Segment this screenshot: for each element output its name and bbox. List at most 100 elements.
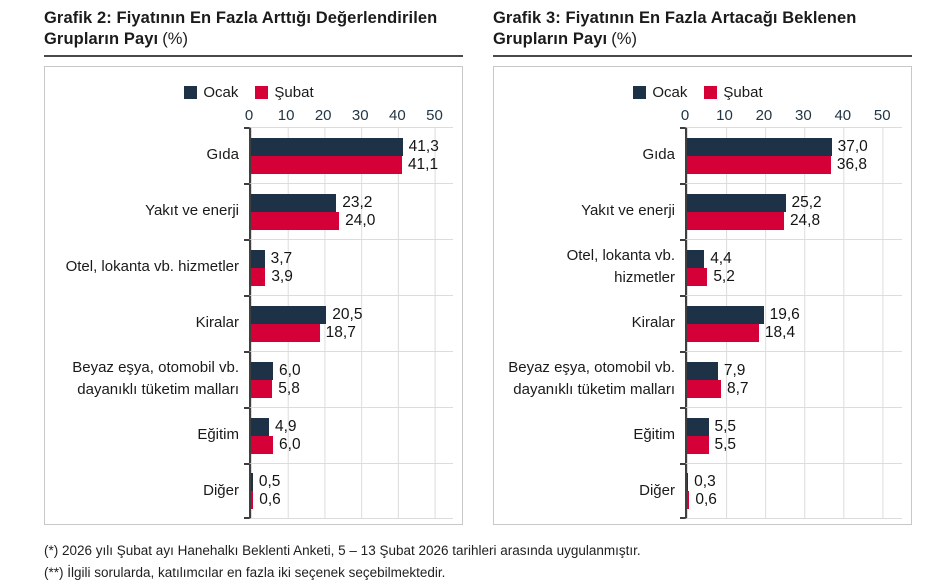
footnotes: (*) 2026 yılı Şubat ayı Hanehalkı Beklen… [44, 540, 914, 583]
bar-pair: 5,5 5,5 [687, 417, 902, 454]
category-label-egitim: Eğitim [494, 407, 685, 463]
bar-line-ocak: 4,4 [687, 249, 902, 268]
bar-pair: 20,5 18,7 [251, 305, 453, 342]
bar-line-subat: 24,0 [251, 211, 453, 230]
bar-line-subat: 5,5 [687, 435, 902, 454]
bar-line-subat: 24,8 [687, 211, 902, 230]
bar-line-subat: 41,1 [251, 155, 453, 174]
bar-subat [251, 211, 340, 230]
category-label-line: Kiralar [631, 313, 675, 331]
category-label-kiralar: Kiralar [45, 295, 249, 351]
category-label-line: Otel, lokanta vb. [566, 246, 675, 264]
category-label-line: Gıda [206, 145, 239, 163]
bar-line-ocak: 7,9 [687, 361, 902, 380]
grafik2-chart: Ocak Şubat 0 10 20 30 40 50 Gıda 41,3 41,1 Yakıt … [44, 66, 463, 526]
bar-subat [687, 379, 721, 398]
legend-item-ocak: Ocak [184, 84, 238, 101]
category-label-line: Kiralar [195, 313, 239, 331]
bar-ocak [687, 417, 709, 436]
category-label-kiralar: Kiralar [494, 295, 685, 351]
bar-line-ocak: 20,5 [251, 305, 453, 324]
bar-value-label: 3,9 [271, 267, 293, 285]
title-underline [493, 55, 912, 58]
bar-ocak [251, 305, 327, 324]
category-label-line: Beyaz eşya, otomobil vb. [72, 358, 239, 376]
bar-value-label: 24,0 [345, 211, 376, 229]
grafik3-title: Grafik 3: Fiyatının En Fazla Artacağı Be… [493, 8, 912, 50]
category-label-line: dayanıklı tüketim malları [513, 381, 675, 399]
bar-pair: 4,9 6,0 [251, 417, 453, 454]
bar-subat [251, 267, 266, 286]
bar-subat [687, 155, 831, 174]
bar-ocak [687, 305, 764, 324]
x-tick-label: 50 [873, 107, 891, 125]
category-label-gida: Gıda [45, 127, 249, 183]
x-tick-label: 0 [244, 107, 254, 125]
bar-ocak [687, 193, 786, 212]
bar-value-label: 18,4 [764, 323, 796, 341]
bar-value-label: 25,2 [791, 193, 822, 211]
title-underline [44, 55, 463, 58]
bar-ocak [251, 137, 403, 156]
bar-pair: 25,2 24,8 [687, 193, 902, 230]
bar-value-label: 18,7 [325, 323, 356, 341]
bar-value-label: 41,3 [408, 137, 439, 155]
bar-value-label: 0,3 [694, 473, 716, 491]
grafik3-column: Grafik 3: Fiyatının En Fazla Artacağı Be… [493, 8, 912, 526]
category-label-beyaz-esya: Beyaz eşya, otomobil vb. dayanıklı tüketi… [494, 351, 685, 407]
plot-row: 4,9 6,0 [244, 407, 453, 464]
plot-row: 3,7 3,9 [244, 239, 453, 296]
x-tick-label: 20 [314, 107, 332, 125]
legend-swatch-subat [255, 85, 269, 99]
bar-ocak [687, 249, 705, 268]
bar-value-label: 20,5 [332, 305, 363, 323]
legend-label: Şubat [723, 83, 763, 101]
bar-line-ocak: 4,9 [251, 417, 453, 436]
bar-line-subat: 36,8 [687, 155, 902, 174]
bar-ocak [251, 417, 269, 436]
bar-line-subat: 5,2 [687, 267, 902, 286]
bar-value-label: 5,5 [714, 435, 737, 453]
bar-pair: 37,0 36,8 [687, 137, 902, 174]
category-label-line: hizmetler [614, 269, 675, 287]
bar-subat [251, 323, 320, 342]
category-label-yakit-ve: Yakıt ve enerji [45, 183, 249, 239]
grafik3-title-line1: Grafik 3: Fiyatının En Fazla Artacağı Be… [493, 9, 857, 27]
bar-value-label: 41,1 [407, 155, 439, 173]
grafik3-title-unit: (%) [611, 30, 638, 49]
bar-value-label: 0,5 [258, 473, 281, 491]
bar-ocak [687, 361, 718, 380]
grafik3-chart: Ocak Şubat 0 10 20 30 40 50 Gıda 37,0 36,8 Yakıt … [493, 66, 912, 526]
bar-line-ocak: 25,2 [687, 193, 902, 212]
category-label-diger: Diğer [494, 463, 685, 519]
bar-subat [251, 155, 402, 174]
legend: Ocak Şubat [45, 80, 453, 104]
bar-value-label: 3,7 [270, 249, 293, 267]
x-tick-label: 10 [277, 107, 295, 125]
bar-value-label: 6,0 [279, 435, 301, 453]
bar-value-label: 19,6 [769, 305, 800, 323]
bar-pair: 0,5 0,6 [251, 473, 453, 510]
bar-line-subat: 0,6 [251, 491, 453, 510]
plot-row: 5,5 5,5 [680, 407, 902, 464]
bar-line-subat: 18,7 [251, 323, 453, 342]
bar-line-ocak: 37,0 [687, 137, 902, 156]
category-label-otel-lokanta: Otel, lokanta vb. hizmetler [45, 239, 249, 295]
footnote-survey: (*) 2026 yılı Şubat ayı Hanehalkı Beklen… [44, 543, 641, 559]
legend-swatch-subat [704, 85, 718, 99]
bar-line-ocak: 6,0 [251, 361, 453, 380]
plot-row: 0,3 0,6 [680, 463, 902, 520]
category-label-line: Otel, lokanta vb. hizmetler [65, 257, 239, 275]
plot-area: Gıda 37,0 36,8 Yakıt ve enerji 25,2 24,8 Otel,… [494, 127, 902, 520]
x-tick-label: 30 [351, 107, 369, 125]
grafik2-title-unit: (%) [162, 30, 189, 49]
bar-pair: 4,4 5,2 [687, 249, 902, 286]
legend-label: Şubat [274, 83, 314, 101]
category-label-beyaz-esya: Beyaz eşya, otomobil vb. dayanıklı tüketi… [45, 351, 249, 407]
bar-value-label: 4,9 [274, 417, 297, 435]
bar-subat [687, 323, 759, 342]
bar-value-label: 0,6 [259, 491, 281, 509]
grafik2-title-line1: Grafik 2: Fiyatının En Fazla Arttığı Değ… [44, 9, 438, 27]
category-label-line: Beyaz eşya, otomobil vb. [508, 358, 675, 376]
bar-value-label: 0,6 [695, 491, 717, 509]
